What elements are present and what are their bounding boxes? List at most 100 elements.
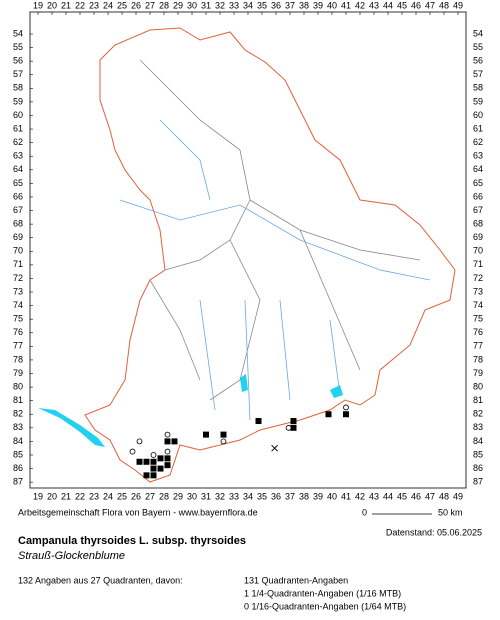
column-label: 36 — [271, 491, 281, 501]
row-label: 87 — [13, 477, 23, 487]
row-label: 75 — [473, 314, 483, 324]
row-label: 72 — [13, 273, 23, 283]
column-label: 44 — [383, 491, 393, 501]
column-label: 35 — [257, 0, 267, 10]
record-square — [325, 411, 332, 418]
column-label: 34 — [243, 0, 253, 10]
record-circle — [164, 431, 171, 438]
column-label: 34 — [243, 491, 253, 501]
column-label: 43 — [369, 0, 379, 10]
row-label: 80 — [473, 381, 483, 391]
row-label: 63 — [473, 151, 483, 161]
row-label: 86 — [473, 463, 483, 473]
record-circle — [285, 424, 292, 431]
record-square — [150, 472, 157, 479]
credit: Arbeitsgemeinschaft Flora von Bayern - w… — [18, 507, 258, 517]
column-label: 35 — [257, 491, 267, 501]
row-label: 71 — [473, 259, 483, 269]
column-label: 48 — [439, 0, 449, 10]
detail: 131 Quadranten-Angaben — [244, 575, 348, 585]
row-label: 70 — [473, 246, 483, 256]
row-label: 80 — [13, 381, 23, 391]
scale-end: 50 km — [438, 507, 463, 517]
row-label: 58 — [13, 83, 23, 93]
column-label: 27 — [145, 0, 155, 10]
detail: 1 1/4-Quadranten-Angaben (1/16 MTB) — [244, 588, 401, 598]
row-label: 78 — [13, 354, 23, 364]
row-label: 82 — [13, 409, 23, 419]
column-label: 33 — [229, 491, 239, 501]
row-label: 57 — [13, 69, 23, 79]
row-label: 81 — [13, 395, 23, 405]
column-label: 29 — [173, 0, 183, 10]
row-label: 72 — [473, 273, 483, 283]
row-label: 84 — [13, 436, 23, 446]
column-label: 22 — [75, 491, 85, 501]
record-square — [203, 431, 209, 438]
record-square — [150, 458, 157, 465]
row-label: 65 — [13, 178, 23, 188]
row-label: 73 — [13, 286, 23, 296]
map-frame — [29, 11, 467, 489]
column-label: 47 — [425, 0, 435, 10]
row-label: 79 — [473, 368, 483, 378]
district-borders — [139, 59, 421, 401]
record-square — [143, 472, 150, 479]
state-border — [84, 27, 456, 483]
column-label: 42 — [355, 0, 365, 10]
column-label: 33 — [229, 0, 239, 10]
row-label: 74 — [473, 300, 483, 310]
record-square — [150, 465, 157, 472]
row-label: 74 — [13, 300, 23, 310]
column-label: 40 — [327, 491, 337, 501]
row-label: 64 — [13, 164, 23, 174]
row-label: 83 — [473, 422, 483, 432]
column-label: 23 — [89, 491, 99, 501]
row-label: 56 — [13, 56, 23, 66]
row-label: 82 — [473, 409, 483, 419]
column-label: 45 — [397, 0, 407, 10]
row-label: 66 — [13, 191, 23, 201]
column-label: 25 — [117, 0, 127, 10]
record-cross — [271, 444, 278, 452]
column-label: 41 — [341, 491, 351, 501]
row-label: 55 — [13, 42, 23, 52]
record-square — [255, 418, 262, 425]
column-label: 26 — [131, 0, 141, 10]
column-label: 26 — [131, 491, 141, 501]
row-label: 69 — [13, 232, 23, 242]
column-label: 37 — [285, 491, 295, 501]
row-label: 75 — [13, 314, 23, 324]
column-label: 36 — [271, 0, 281, 10]
column-label: 37 — [285, 0, 295, 10]
row-label: 65 — [473, 178, 483, 188]
column-label: 42 — [355, 491, 365, 501]
row-label: 86 — [13, 463, 23, 473]
column-label: 19 — [33, 0, 43, 10]
row-label: 61 — [13, 123, 23, 133]
row-label: 76 — [473, 327, 483, 337]
column-label: 40 — [327, 0, 337, 10]
row-label: 59 — [473, 96, 483, 106]
column-label: 32 — [215, 491, 225, 501]
column-label: 24 — [103, 491, 113, 501]
rivers — [119, 119, 431, 421]
record-circle — [129, 448, 136, 455]
row-label: 60 — [13, 110, 23, 120]
column-label: 49 — [453, 0, 463, 10]
lakes — [240, 374, 343, 398]
column-label: 38 — [299, 491, 309, 501]
record-square — [157, 455, 164, 462]
record-square — [164, 462, 171, 469]
column-label: 39 — [313, 0, 323, 10]
column-label: 31 — [201, 0, 211, 10]
row-label: 66 — [473, 191, 483, 201]
row-label: 67 — [473, 205, 483, 215]
common-name: Strauß-Glockenblume — [18, 550, 125, 562]
lake-bodensee — [38, 408, 105, 447]
column-label: 41 — [341, 0, 351, 10]
record-square — [164, 455, 171, 462]
row-label: 87 — [473, 477, 483, 487]
row-label: 61 — [473, 123, 483, 133]
column-label: 28 — [159, 0, 169, 10]
